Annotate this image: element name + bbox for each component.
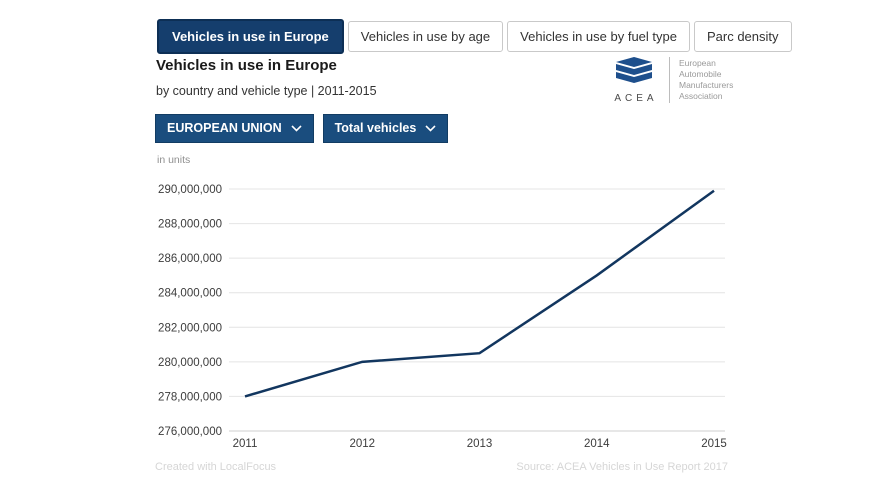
page-title: Vehicles in use in Europe: [156, 57, 337, 74]
x-tick-label: 2011: [233, 438, 258, 450]
association-name: European Automobile Manufacturers Associ…: [679, 57, 733, 102]
association-line: Manufacturers: [679, 80, 734, 91]
y-tick-label: 282,000,000: [158, 322, 222, 334]
page-subtitle: by country and vehicle type | 2011-2015: [156, 84, 377, 98]
x-tick-label: 2015: [701, 438, 727, 450]
y-tick-label: 280,000,000: [158, 357, 222, 369]
source-note: Source: ACEA Vehicles in Use Report 2017: [516, 461, 728, 473]
logo-divider: [669, 57, 670, 103]
line-chart-svg: 276,000,000 278,000,000 280,000,000 282,000…: [158, 184, 727, 450]
x-tick-label: 2012: [349, 438, 375, 450]
tab-vehicles-in-use-by-fuel-type[interactable]: Vehicles in use by fuel type: [507, 21, 690, 52]
tab-vehicles-in-use-in-europe[interactable]: Vehicles in use in Europe: [157, 19, 344, 54]
x-tick-label: 2014: [584, 438, 610, 450]
y-tick-label: 284,000,000: [158, 288, 222, 300]
association-line: European: [679, 58, 716, 68]
data-line-series: [244, 189, 715, 398]
y-tick-label: 286,000,000: [158, 253, 222, 265]
tab-bar: Vehicles in use in Europe Vehicles in us…: [157, 19, 792, 54]
acea-logo: ACEA European Automobile Manufacturers A…: [608, 57, 733, 104]
vehicle-type-dropdown[interactable]: Total vehicles: [322, 114, 449, 143]
tab-parc-density[interactable]: Parc density: [693, 21, 792, 52]
acea-acronym: ACEA: [614, 93, 658, 104]
association-line: Association: [679, 91, 723, 102]
localfocus-credit: Created with LocalFocus: [155, 461, 277, 473]
y-tick-label: 276,000,000: [158, 426, 222, 438]
association-line: Automobile: [679, 69, 722, 80]
acea-stack-icon: [612, 57, 656, 89]
y-tick-label: 290,000,000: [158, 184, 222, 196]
tab-vehicles-in-use-by-age[interactable]: Vehicles in use by age: [347, 21, 504, 52]
line-chart: 276,000,000 278,000,000 280,000,000 282,000…: [155, 180, 730, 461]
x-tick-label: 2013: [467, 438, 493, 450]
y-axis-units-label: in units: [157, 154, 191, 166]
region-dropdown[interactable]: EUROPEAN UNION: [155, 114, 314, 143]
vehicle-type-dropdown-label: Total vehicles: [334, 121, 417, 135]
region-dropdown-label: EUROPEAN UNION: [167, 121, 282, 135]
y-tick-label: 278,000,000: [158, 391, 222, 403]
filter-bar: EUROPEAN UNION Total vehicles: [155, 114, 449, 143]
chevron-down-icon: [425, 125, 436, 132]
chevron-down-icon: [291, 125, 302, 132]
y-tick-label: 288,000,000: [158, 219, 222, 231]
acea-logo-mark: ACEA: [608, 57, 660, 104]
